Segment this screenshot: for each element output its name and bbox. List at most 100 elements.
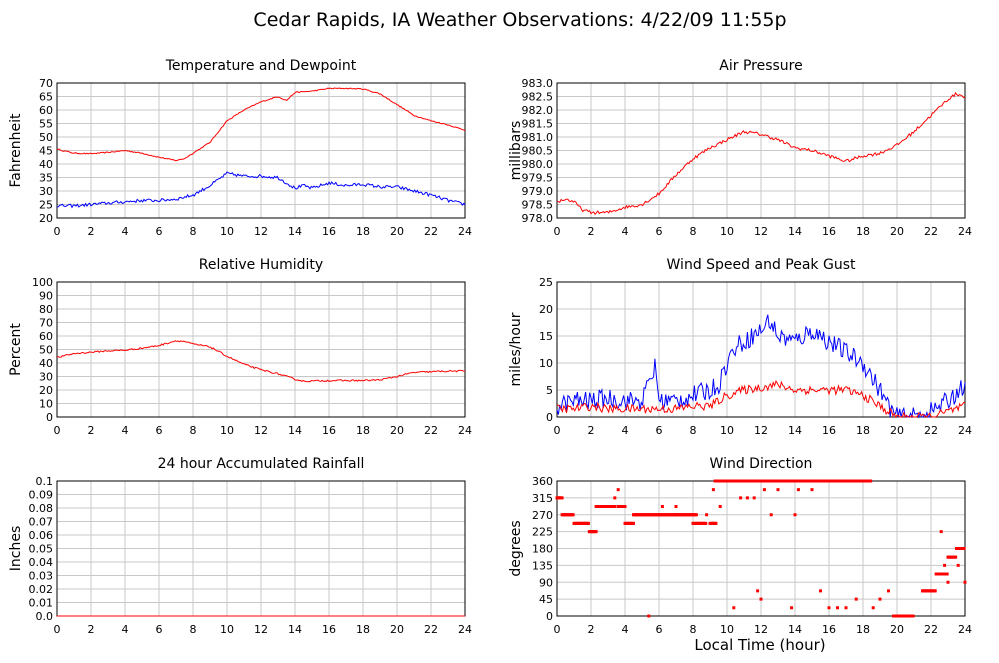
x-tick-label: 6 xyxy=(656,225,663,238)
direction-point xyxy=(769,513,773,517)
chart-title: Relative Humidity xyxy=(199,257,323,273)
y-tick-label: 0.07 xyxy=(29,516,54,529)
x-tick-label: 4 xyxy=(622,424,629,437)
y-tick-label: 982.0 xyxy=(522,104,554,117)
x-tick-label: 20 xyxy=(890,424,904,437)
y-tick-label: 60 xyxy=(39,104,53,117)
direction-point xyxy=(939,530,943,534)
direction-point xyxy=(796,488,800,492)
y-tick-label: 25 xyxy=(539,276,553,289)
y-tick-label: 0.03 xyxy=(29,570,54,583)
x-tick-label: 24 xyxy=(458,623,472,636)
direction-point xyxy=(945,572,949,576)
x-tick-label: 2 xyxy=(88,225,95,238)
direction-point xyxy=(887,589,890,593)
page-title: Cedar Rapids, IA Weather Observations: 4… xyxy=(253,9,786,31)
plot-frame xyxy=(556,281,966,418)
x-tick-label: 24 xyxy=(958,623,972,636)
y-tick-label: 983.0 xyxy=(522,77,554,90)
x-tick-label: 20 xyxy=(390,623,404,636)
direction-point xyxy=(878,597,882,601)
direction-point xyxy=(962,547,966,550)
y-tick-label: 40 xyxy=(39,158,53,171)
x-tick-label: 0 xyxy=(554,623,561,636)
x-tick-label: 14 xyxy=(288,225,302,238)
direction-point xyxy=(718,505,722,508)
plot-frame xyxy=(56,281,466,418)
x-tick-label: 6 xyxy=(156,424,163,437)
x-tick-label: 12 xyxy=(254,424,268,437)
x-tick-label: 2 xyxy=(88,424,95,437)
direction-point xyxy=(694,513,698,517)
direction-point xyxy=(954,555,958,559)
y-tick-label: 90 xyxy=(39,290,53,303)
y-tick-label: 45 xyxy=(539,593,553,606)
y-tick-label: 20 xyxy=(39,212,53,225)
direction-point xyxy=(946,580,950,584)
x-tick-label: 12 xyxy=(254,623,268,636)
x-tick-label: 18 xyxy=(856,623,870,636)
x-tick-label: 6 xyxy=(656,424,663,437)
x-tick-label: 22 xyxy=(424,225,438,238)
y-axis-label: Percent xyxy=(8,323,24,376)
y-tick-label: 0.06 xyxy=(29,529,54,542)
x-tick-label: 0 xyxy=(54,623,61,636)
y-tick-label: 20 xyxy=(39,384,53,397)
y-axis-label: degrees xyxy=(508,520,524,576)
y-axis-label: Inches xyxy=(8,526,24,571)
chart-title: Temperature and Dewpoint xyxy=(165,58,357,74)
x-tick-label: 0 xyxy=(54,225,61,238)
y-tick-label: 979.0 xyxy=(522,185,554,198)
direction-point xyxy=(613,505,617,508)
direction-point xyxy=(854,597,858,601)
y-axis-label: millibars xyxy=(508,121,524,181)
y-tick-label: 10 xyxy=(39,398,53,411)
x-tick-label: 8 xyxy=(190,424,197,437)
y-tick-label: 225 xyxy=(532,526,553,539)
x-tick-label: 10 xyxy=(220,424,234,437)
direction-point xyxy=(752,496,756,500)
y-tick-label: 10 xyxy=(539,357,553,370)
direction-point xyxy=(793,513,797,517)
y-tick-label: 0 xyxy=(546,411,553,424)
x-tick-label: 22 xyxy=(424,424,438,437)
y-tick-label: 50 xyxy=(39,344,53,357)
x-tick-label: 6 xyxy=(156,623,163,636)
x-tick-label: 16 xyxy=(822,623,836,636)
direction-point xyxy=(647,614,651,618)
direction-point xyxy=(933,589,937,593)
direction-point xyxy=(557,496,561,500)
y-tick-label: 35 xyxy=(39,172,53,185)
direction-point xyxy=(776,488,780,492)
x-tick-label: 8 xyxy=(190,623,197,636)
y-tick-label: 55 xyxy=(39,118,53,131)
series-line-red xyxy=(556,91,966,216)
x-tick-label: 12 xyxy=(254,225,268,238)
chart-title: Air Pressure xyxy=(719,58,802,74)
x-tick-label: 8 xyxy=(190,225,197,238)
y-tick-label: 5 xyxy=(546,384,553,397)
y-tick-label: 40 xyxy=(39,357,53,370)
direction-point xyxy=(732,606,736,610)
y-tick-label: 315 xyxy=(532,492,553,505)
x-tick-label: 22 xyxy=(924,225,938,238)
series-line-blue xyxy=(556,314,966,419)
direction-point xyxy=(704,521,708,525)
y-tick-label: 65 xyxy=(39,91,53,104)
y-tick-label: 981.0 xyxy=(522,131,554,144)
direction-point xyxy=(943,563,947,567)
x-tick-label: 4 xyxy=(622,623,629,636)
y-tick-label: 80 xyxy=(39,303,53,316)
direction-point xyxy=(739,496,743,500)
x-tick-label: 20 xyxy=(890,623,904,636)
direction-point xyxy=(711,488,715,492)
x-tick-label: 8 xyxy=(690,225,697,238)
x-tick-label: 22 xyxy=(424,623,438,636)
direction-point xyxy=(790,606,794,610)
x-tick-label: 2 xyxy=(588,623,595,636)
x-tick-label: 10 xyxy=(220,623,234,636)
